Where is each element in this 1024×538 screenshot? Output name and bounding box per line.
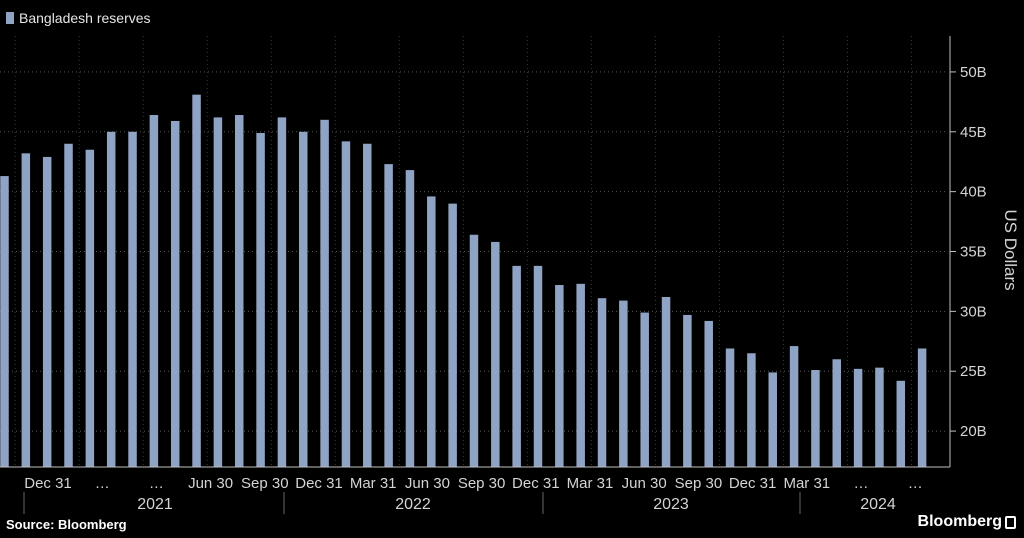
y-tick-label: 25B	[960, 363, 987, 380]
year-label: 2021	[137, 496, 173, 513]
bar	[341, 141, 351, 467]
legend: Bangladesh reserves	[6, 10, 151, 26]
bar	[640, 312, 649, 467]
y-tick-label: 40B	[960, 184, 987, 201]
bar	[106, 131, 116, 467]
x-tick-label: Dec 31	[295, 475, 343, 492]
bar	[149, 115, 159, 468]
bar	[170, 121, 180, 467]
bar	[832, 359, 842, 467]
x-tick-label: Dec 31	[512, 475, 560, 492]
x-tick-label: Jun 30	[188, 475, 233, 492]
bar	[725, 348, 735, 467]
bloomberg-logo: Bloomberg	[918, 513, 1016, 531]
bar	[320, 119, 329, 468]
brand-name: Bloomberg	[917, 513, 1002, 530]
bar	[917, 348, 927, 467]
y-tick-label: 45B	[960, 124, 987, 141]
bar	[597, 298, 607, 467]
year-label: 2024	[860, 496, 896, 513]
x-tick-label: Sep 30	[675, 475, 723, 492]
bar	[768, 372, 777, 467]
bar	[789, 346, 799, 467]
legend-swatch	[6, 12, 14, 24]
bar	[192, 94, 201, 468]
brand-mark-icon	[1005, 515, 1016, 529]
y-tick-label: 35B	[960, 244, 987, 261]
y-axis-title: US Dollars	[1001, 209, 1020, 290]
bar	[363, 143, 372, 467]
legend-label: Bangladesh reserves	[19, 10, 151, 26]
bar	[42, 156, 52, 468]
bar	[896, 380, 906, 467]
x-tick-label: Mar 31	[783, 475, 830, 492]
bar	[512, 265, 521, 467]
bar	[448, 203, 457, 467]
bar	[619, 300, 628, 467]
bar	[704, 320, 713, 467]
y-tick-label: 30B	[960, 303, 987, 320]
bar	[64, 143, 73, 467]
bar	[853, 368, 863, 467]
bar	[85, 149, 95, 467]
bar	[533, 265, 543, 467]
bar	[683, 314, 692, 467]
bar	[277, 117, 287, 468]
x-tick-label: …	[854, 475, 869, 492]
bar	[661, 296, 671, 467]
y-tick-label: 50B	[960, 64, 987, 81]
x-tick-label: Sep 30	[241, 475, 289, 492]
x-tick-label: Dec 31	[24, 475, 72, 492]
x-tick-label: Mar 31	[350, 475, 397, 492]
x-tick-label: …	[149, 475, 164, 492]
bar	[0, 176, 9, 467]
bar	[234, 115, 244, 468]
bar	[21, 153, 31, 468]
source-note: Source: Bloomberg	[6, 517, 127, 532]
bar	[128, 131, 137, 467]
bar	[384, 164, 393, 467]
bar	[747, 353, 756, 467]
x-tick-label: Mar 31	[567, 475, 614, 492]
bar	[811, 370, 820, 467]
x-tick-label: Dec 31	[729, 475, 777, 492]
bar	[555, 285, 564, 467]
bar	[405, 170, 415, 468]
year-label: 2023	[653, 496, 689, 513]
bar	[875, 367, 884, 467]
bar	[576, 283, 585, 467]
year-label: 2022	[395, 496, 431, 513]
bar	[491, 241, 500, 467]
x-tick-label: …	[908, 475, 923, 492]
x-tick-label: …	[95, 475, 110, 492]
bar	[427, 196, 436, 467]
bar	[213, 117, 223, 468]
y-tick-label: 20B	[960, 423, 987, 440]
bar	[299, 131, 308, 467]
bar	[469, 234, 479, 467]
bar	[256, 132, 265, 467]
x-tick-label: Sep 30	[458, 475, 506, 492]
x-tick-label: Jun 30	[405, 475, 450, 492]
x-tick-label: Jun 30	[622, 475, 667, 492]
